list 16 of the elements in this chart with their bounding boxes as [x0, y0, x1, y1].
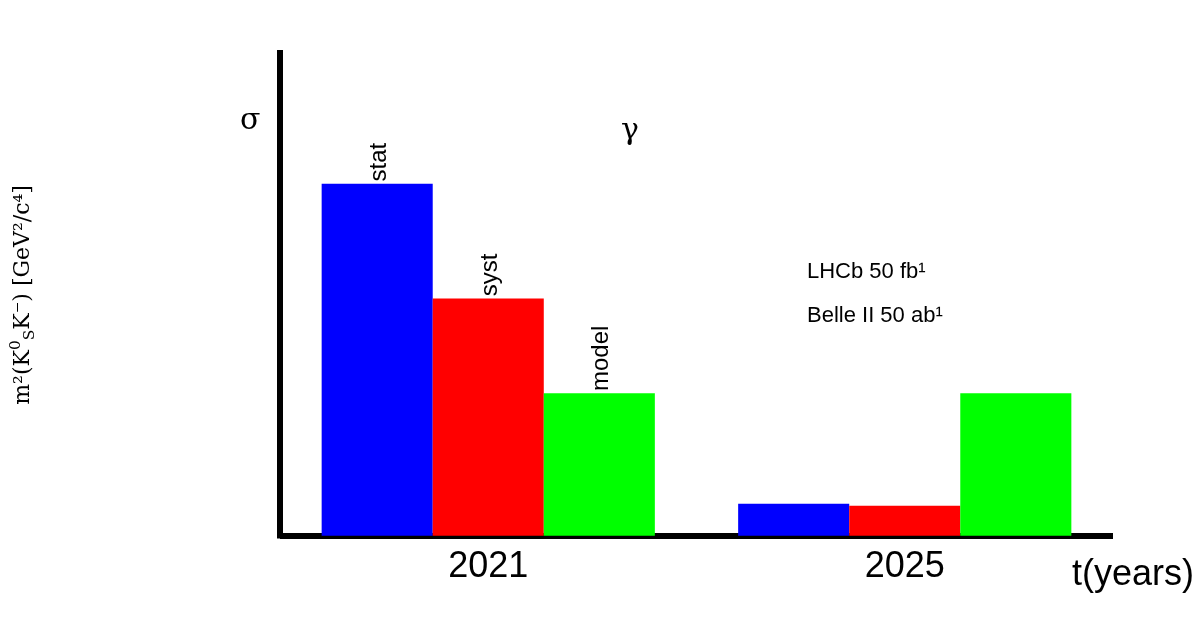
x-tick-label: 2021 [448, 544, 529, 585]
text: syst [475, 253, 503, 297]
text: γ [621, 111, 639, 146]
y-axis-title: σ [240, 101, 261, 136]
bar [738, 503, 850, 536]
text: stat [363, 142, 391, 182]
x-axis-title: t(years) [1072, 552, 1195, 593]
bar [849, 505, 961, 536]
annotation: Belle II 50 ab¹ [807, 302, 943, 327]
bar [321, 183, 433, 536]
x-tick-label: 2025 [864, 544, 945, 585]
bar [432, 298, 544, 536]
annotation: LHCb 50 fb¹ [807, 258, 926, 283]
text: model [585, 325, 613, 392]
bar [960, 393, 1072, 536]
bar [543, 393, 655, 536]
